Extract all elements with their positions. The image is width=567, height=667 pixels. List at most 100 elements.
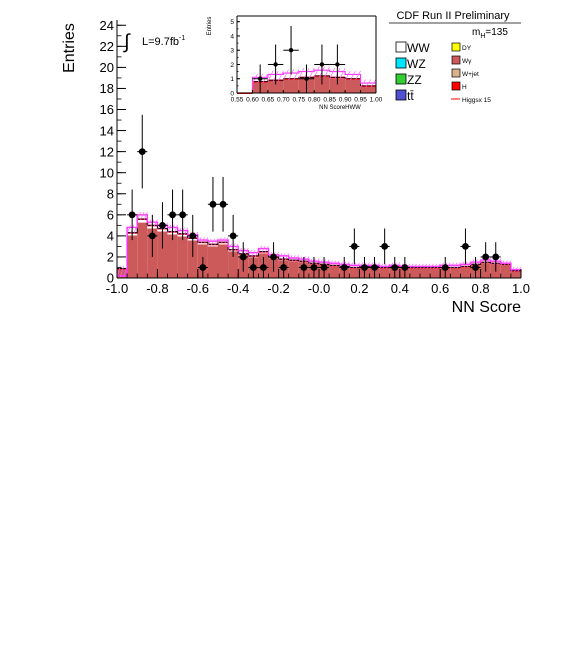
- y-tick-label: 16: [100, 102, 114, 117]
- error-band-hatch: [224, 237, 229, 244]
- plot-title: CDF Run II Preliminary: [396, 10, 510, 22]
- error-band-hatch: [264, 245, 269, 253]
- error-band-hatch: [140, 212, 145, 221]
- error-band-hatch: [200, 237, 205, 244]
- x-tick-label: 1.0: [512, 281, 530, 296]
- error-band-hatch: [315, 258, 320, 265]
- background-bin: [288, 261, 299, 278]
- y-tick-label: 22: [100, 39, 114, 54]
- data-point: [209, 200, 217, 208]
- error-band-hatch: [497, 258, 502, 265]
- error-band-hatch: [288, 69, 294, 81]
- data-point: [304, 76, 309, 81]
- background-bin: [379, 268, 390, 278]
- data-point: [462, 243, 469, 250]
- x-tick-label: -1.0: [106, 281, 128, 296]
- error-band-hatch: [207, 238, 212, 246]
- data-point: [492, 253, 500, 261]
- main-axes: [116, 20, 522, 279]
- error-band-hatch: [247, 249, 252, 258]
- error-band-hatch: [355, 70, 361, 81]
- error-band-hatch: [251, 249, 256, 258]
- error-band-hatch: [456, 262, 461, 269]
- error-band-hatch: [163, 222, 168, 230]
- background-bin: [283, 79, 299, 93]
- legend-swatch-ww: [395, 41, 407, 53]
- x-tick-label: 0.80: [308, 97, 321, 104]
- background-bin: [345, 79, 361, 93]
- error-band-hatch: [298, 67, 305, 79]
- error-band-hatch: [293, 69, 300, 81]
- error-band-hatch: [143, 212, 148, 221]
- background-bin: [349, 268, 360, 278]
- background-bin: [510, 271, 521, 278]
- error-band-hatch: [324, 66, 330, 78]
- background-bin: [329, 266, 340, 278]
- error-band-hatch: [146, 219, 151, 227]
- data-point: [335, 62, 340, 67]
- data-point: [310, 264, 318, 271]
- error-band-hatch: [449, 262, 454, 269]
- error-band-hatch: [329, 67, 336, 79]
- x-tick-label: 0.55: [231, 97, 244, 104]
- inset-data-points: [252, 25, 346, 93]
- error-band-hatch: [254, 249, 259, 258]
- error-band-hatch: [261, 245, 266, 253]
- data-point: [148, 232, 156, 240]
- error-band-hatch: [258, 245, 263, 253]
- error-band-hatch: [298, 256, 303, 263]
- x-tick-label: -0.8: [146, 281, 168, 296]
- legend-swatch-zz: [395, 73, 407, 85]
- error-band-hatch: [460, 261, 465, 268]
- background-bin: [157, 231, 168, 278]
- x-tick-label: -0.2: [267, 281, 289, 296]
- error-band-hatch: [244, 247, 249, 255]
- error-band-hatch: [426, 263, 431, 269]
- error-band-hatch: [123, 265, 128, 278]
- luminosity-label: L=9.7fb-1: [142, 35, 185, 48]
- error-band-hatch: [429, 263, 434, 269]
- background-bin: [450, 268, 461, 278]
- background-bin: [127, 235, 138, 278]
- data-point: [381, 243, 389, 250]
- x-tick-label: 0.75: [292, 97, 305, 104]
- error-band-hatch: [365, 79, 372, 88]
- legend-swatch-h: [451, 81, 461, 91]
- x-tick-label: 1.00: [370, 97, 383, 104]
- inset-x-axis-label: NN ScoreHWW: [319, 105, 361, 111]
- data-point: [300, 264, 308, 271]
- error-band-hatch: [308, 258, 313, 265]
- x-tick-label: 0.2: [350, 281, 368, 296]
- x-tick-label: -0.0: [308, 281, 330, 296]
- error-band-hatch: [507, 260, 512, 266]
- x-axis-label: NN Score: [452, 299, 521, 316]
- error-band-hatch: [409, 263, 414, 269]
- error-band-hatch: [360, 79, 366, 88]
- data-point: [199, 264, 207, 271]
- error-band-hatch: [120, 265, 125, 278]
- legend-label-h: H: [462, 84, 467, 91]
- error-band-hatch: [348, 262, 353, 269]
- data-point: [260, 264, 267, 271]
- error-band-hatch: [173, 224, 178, 233]
- data-point: [472, 264, 479, 271]
- error-band-hatch: [267, 70, 274, 82]
- error-band-hatch: [295, 255, 300, 262]
- data-point: [270, 253, 277, 261]
- x-tick-label: 0.8: [472, 281, 490, 296]
- integral-symbol: ∫: [123, 31, 131, 53]
- data-point: [340, 264, 348, 271]
- error-band-hatch: [184, 227, 189, 235]
- background-bin: [207, 246, 218, 278]
- error-band-hatch: [328, 260, 333, 267]
- legend-label-wjet: W+jet: [462, 71, 479, 78]
- error-band-hatch: [153, 219, 158, 227]
- error-band-hatch: [283, 69, 289, 81]
- legend-swatch-ttbar: [395, 89, 407, 101]
- legend-label-dy: DY: [462, 45, 472, 52]
- error-band-hatch: [237, 247, 242, 255]
- data-point: [189, 232, 197, 240]
- error-band-hatch: [318, 259, 323, 266]
- y-tick-label: 4: [230, 33, 234, 40]
